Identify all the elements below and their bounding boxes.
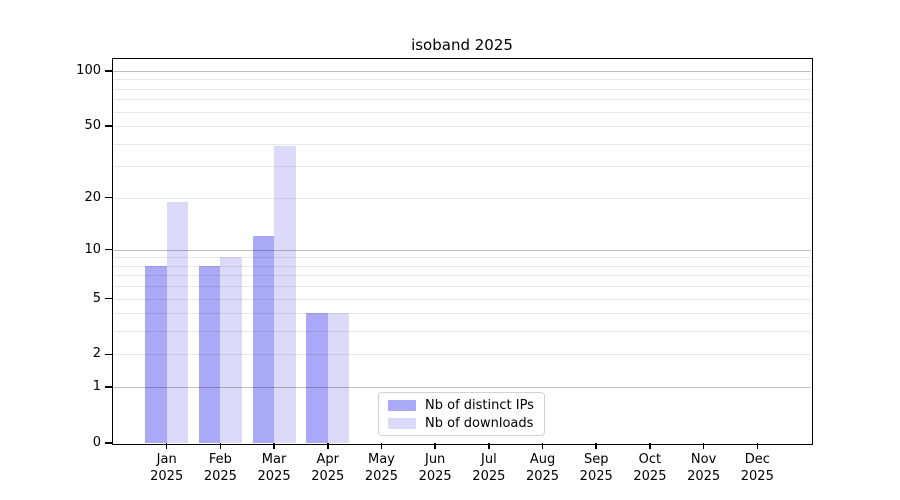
gridline-minor-4: [113, 313, 811, 315]
y-tick-mark-2: [105, 353, 112, 356]
x-tick-mark-oct: [649, 443, 651, 449]
x-tick-mark-may: [380, 443, 383, 449]
plot-area: [113, 59, 811, 443]
y-tick-label-1: 1: [92, 379, 101, 395]
legend: Nb of distinct IPs Nb of downloads: [378, 392, 545, 436]
y-tick-label-0: 0: [92, 435, 101, 450]
gridline-minor-6: [113, 286, 811, 288]
bar-mar-downloads: [274, 145, 296, 443]
x-tick-mark-nov: [702, 443, 705, 449]
bar-apr-distinct-ips: [306, 313, 328, 443]
gridline-minor-90: [113, 79, 811, 81]
gridline-minor-50: [113, 126, 811, 128]
x-tick-mark-sep: [595, 443, 597, 449]
y-tick-mark-5: [105, 297, 112, 300]
gridline-minor-9: [113, 257, 811, 259]
legend-swatch-downloads: [388, 417, 416, 429]
gridline-minor-3: [113, 331, 811, 333]
y-tick-label-50: 50: [84, 118, 101, 134]
y-tick-label-100: 100: [76, 63, 101, 78]
x-tick-mark-feb: [219, 443, 222, 449]
y-tick-mark-1: [105, 386, 112, 388]
gridline-minor-60: [113, 111, 811, 113]
x-tick-label-apr: Apr 2025: [311, 452, 345, 484]
x-tick-label-jun: Jun 2025: [418, 452, 452, 484]
x-tick-mark-jan: [165, 443, 168, 449]
legend-label-distinct-ips: Nb of distinct IPs: [425, 397, 534, 413]
gridline-minor-30: [113, 166, 811, 168]
x-tick-mark-dec: [756, 443, 759, 449]
x-tick-label-may: May 2025: [364, 452, 398, 484]
legend-entry-distinct-ips: Nb of distinct IPs: [388, 398, 538, 413]
gridline-major-10: [113, 249, 811, 251]
x-tick-label-jan: Jan 2025: [150, 452, 184, 484]
gridline-minor-7: [113, 275, 811, 277]
x-tick-mark-mar: [273, 443, 275, 449]
y-tick-label-2: 2: [92, 346, 101, 362]
y-tick-mark-0: [105, 442, 112, 444]
x-tick-label-oct: Oct 2025: [633, 452, 667, 484]
y-tick-label-10: 10: [84, 241, 101, 257]
legend-label-downloads: Nb of downloads: [425, 415, 534, 431]
gridlines-layer: [113, 59, 811, 443]
y-tick-label-20: 20: [84, 189, 101, 205]
gridline-minor-20: [113, 197, 811, 199]
x-tick-mark-apr: [327, 443, 329, 449]
y-tick-mark-100: [105, 70, 112, 72]
x-tick-label-sep: Sep 2025: [579, 452, 613, 484]
x-tick-label-jul: Jul 2025: [472, 452, 506, 484]
x-tick-mark-jul: [488, 443, 490, 449]
gridline-minor-70: [113, 99, 811, 101]
x-tick-label-feb: Feb 2025: [203, 452, 237, 484]
gridline-minor-5: [113, 298, 811, 300]
gridline-major-100: [113, 71, 811, 72]
gridline-minor-2: [113, 354, 811, 356]
legend-entry-downloads: Nb of downloads: [388, 416, 538, 431]
chart-title: isoband 2025: [411, 36, 513, 54]
gridline-minor-80: [113, 88, 811, 90]
x-tick-label-dec: Dec 2025: [740, 452, 774, 484]
bar-feb-distinct-ips: [198, 265, 221, 443]
x-tick-label-nov: Nov 2025: [687, 452, 721, 484]
x-tick-mark-aug: [541, 443, 544, 449]
gridline-major-1: [113, 387, 811, 389]
y-tick-mark-50: [105, 125, 112, 127]
legend-swatch-distinct-ips: [388, 399, 416, 411]
y-tick-mark-20: [105, 196, 112, 199]
y-tick-label-5: 5: [92, 290, 101, 306]
bar-mar-distinct-ips: [252, 236, 275, 443]
x-tick-mark-jun: [434, 443, 436, 449]
bar-jan-distinct-ips: [145, 265, 167, 443]
y-tick-mark-10: [105, 248, 112, 251]
x-tick-label-mar: Mar 2025: [257, 452, 291, 484]
bar-jan-downloads: [166, 201, 189, 443]
x-tick-label-aug: Aug 2025: [525, 452, 560, 484]
bar-apr-downloads: [327, 313, 350, 443]
gridline-minor-40: [113, 143, 811, 145]
bar-feb-downloads: [220, 257, 242, 443]
gridline-minor-8: [113, 265, 811, 267]
